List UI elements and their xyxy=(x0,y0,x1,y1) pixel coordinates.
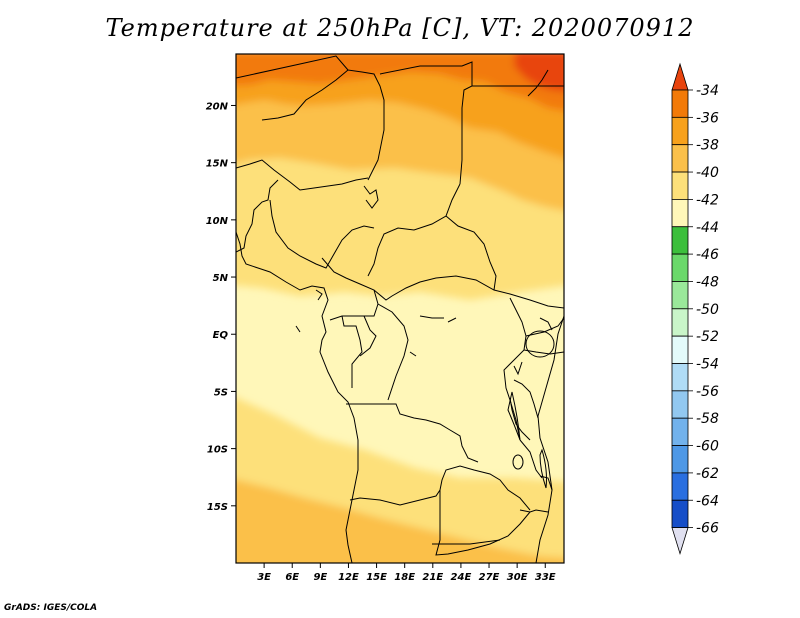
lon-tick-label: 18E xyxy=(394,572,415,583)
lat-tick-label: 5S xyxy=(214,387,228,398)
colorbar-label: -50 xyxy=(696,302,719,318)
colorbar-box xyxy=(671,363,689,392)
colorbar-box xyxy=(671,472,689,501)
colorbar-box xyxy=(671,89,689,118)
colorbar-box xyxy=(671,390,689,419)
colorbar-box xyxy=(671,335,689,364)
colorbar-box xyxy=(671,116,689,146)
colorbar-label: -46 xyxy=(696,247,719,263)
colorbar-label: -40 xyxy=(696,165,719,181)
latitude-axis: 20N 15N 10N 5N EQ 5S 10S 15S xyxy=(206,101,236,513)
lat-tick-label: 10S xyxy=(207,445,228,456)
lat-tick-label: EQ xyxy=(213,330,229,341)
colorbar-label: -66 xyxy=(696,521,719,537)
lon-tick-label: 12E xyxy=(338,572,359,583)
colorbar-label: -52 xyxy=(696,329,719,345)
colorbar-box xyxy=(671,499,689,529)
colorbar-box xyxy=(671,281,689,310)
colorbar-box xyxy=(671,445,689,474)
band-minus34-minus36 xyxy=(236,54,564,111)
colorbar-bottom-arrow xyxy=(671,527,689,555)
colorbar-label: -60 xyxy=(696,439,719,455)
colorbar-box xyxy=(671,308,689,337)
lon-tick-label: 9E xyxy=(313,572,327,583)
colorbar-label: -64 xyxy=(696,493,719,509)
map-title: Temperature at 250hPa [C], VT: 202007091… xyxy=(105,14,695,42)
colorbar-label: -38 xyxy=(696,138,719,154)
lon-tick-label: 3E xyxy=(257,572,271,583)
lon-tick-label: 15E xyxy=(366,572,387,583)
lat-tick-label: 10N xyxy=(206,216,229,227)
band-warmest xyxy=(514,54,564,92)
lake-tanganyika xyxy=(507,391,521,441)
lon-tick-label: 30E xyxy=(507,572,528,583)
lat-tick-label: 20N xyxy=(206,101,229,112)
lon-tick-label: 6E xyxy=(285,572,299,583)
temperature-field xyxy=(236,54,564,563)
country-boundaries xyxy=(236,55,564,563)
lon-tick-label: 24E xyxy=(451,572,472,583)
lake-mweru xyxy=(512,454,524,470)
lat-tick-label: 15S xyxy=(207,502,228,513)
colorbar: -34 -36 -38 -40 -42 -44 -46 -48 -50 -52 -54 -56 -58 -… xyxy=(671,62,719,555)
lat-tick-label: 15N xyxy=(206,159,229,170)
lakes xyxy=(507,330,555,489)
map-frame xyxy=(235,53,565,564)
colorbar-label: -56 xyxy=(696,384,719,400)
colorbar-top-arrow xyxy=(671,62,689,91)
colorbar-box xyxy=(671,253,689,282)
band-minus38-minus40-south xyxy=(236,479,564,563)
lon-tick-label: 33E xyxy=(535,572,556,583)
colorbar-label: -44 xyxy=(696,220,719,236)
lon-tick-label: 27E xyxy=(479,572,500,583)
lake-malawi xyxy=(539,448,547,489)
colorbar-label: -42 xyxy=(696,192,719,208)
colorbar-label: -58 xyxy=(696,411,719,427)
lon-tick-label: 21E xyxy=(422,572,443,583)
colorbar-box xyxy=(671,198,689,228)
lake-victoria xyxy=(525,330,555,358)
lat-tick-label: 5N xyxy=(213,273,229,284)
colorbar-box xyxy=(671,417,689,446)
colorbar-box xyxy=(671,226,689,255)
colorbar-label: -34 xyxy=(696,83,719,99)
credit-text: GrADS: IGES/COLA xyxy=(4,603,98,613)
colorbar-label: -48 xyxy=(696,274,719,290)
colorbar-label: -54 xyxy=(696,357,719,373)
colorbar-box xyxy=(671,171,689,200)
colorbar-box xyxy=(671,144,689,173)
longitude-axis: 3E 6E 9E 12E 15E 18E 21E 24E 27E 30E 33E xyxy=(257,563,556,583)
colorbar-label: -36 xyxy=(696,110,719,126)
colorbar-label: -62 xyxy=(696,466,719,482)
